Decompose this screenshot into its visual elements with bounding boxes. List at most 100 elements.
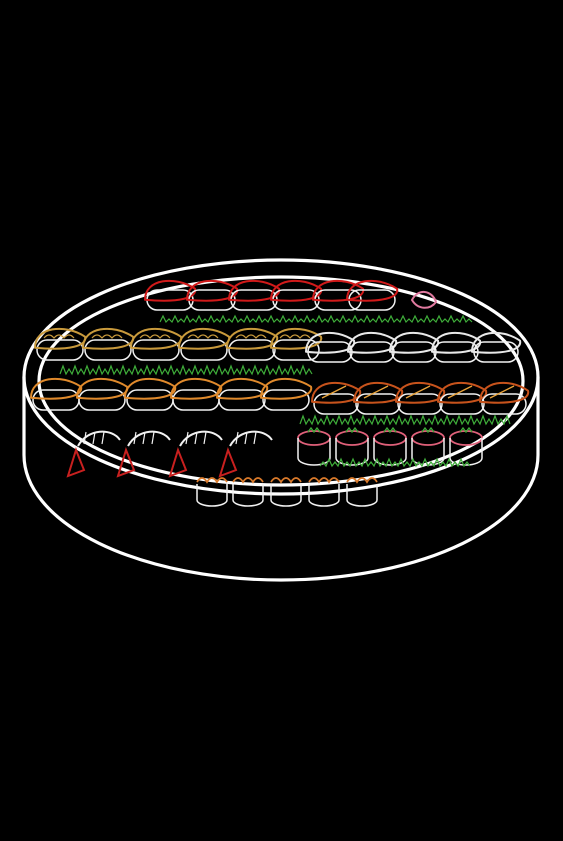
cress-garnish	[345, 426, 359, 434]
shrimp-nigiri	[116, 430, 171, 478]
nori-wrap	[373, 438, 407, 466]
shrimp-segment	[92, 431, 96, 445]
sushi-tray	[22, 258, 540, 582]
eel-topping	[479, 381, 530, 404]
uni-topping	[270, 477, 302, 484]
egg-topping	[226, 327, 279, 350]
tuna-topping	[312, 279, 365, 302]
rice-outline	[78, 389, 126, 411]
salmon-topping	[76, 377, 129, 400]
herb-divider-line	[59, 364, 313, 376]
eel-glaze	[489, 385, 515, 399]
herb-divider-left	[59, 364, 313, 376]
egg-texture	[43, 334, 75, 339]
nori-wrap	[232, 484, 264, 507]
egg-nigiri	[34, 327, 87, 361]
uni-gunkan	[308, 477, 340, 507]
white-fish-nigiri	[471, 331, 522, 363]
egg-nigiri	[82, 327, 135, 361]
shrimp-tail	[218, 446, 238, 478]
rice-outline	[218, 389, 266, 411]
shrimp-segment	[133, 431, 137, 445]
eel-nigiri	[353, 381, 404, 415]
rice-outline	[180, 339, 228, 361]
cress-garnish	[421, 426, 435, 434]
cress-garnish	[459, 426, 473, 434]
white-fish-topping	[389, 331, 440, 354]
sushi-pieces	[30, 279, 530, 507]
egg-topping	[82, 327, 135, 350]
herb-divider-line	[319, 457, 471, 468]
shrimp-tail	[66, 446, 86, 478]
tuna-nigiri	[346, 279, 399, 311]
uni-gunkan	[346, 477, 378, 507]
roe-gunkan	[335, 426, 369, 466]
ginger-garnish	[410, 291, 438, 309]
shrimp-segment	[253, 431, 257, 445]
egg-topping	[130, 327, 183, 350]
rice-outline	[84, 339, 132, 361]
shrimp-nigiri	[218, 430, 273, 478]
uni-topping	[308, 477, 340, 484]
herb-divider-front	[319, 457, 471, 468]
nori-wrap	[308, 484, 340, 507]
uni-topping	[196, 477, 228, 484]
tuna-topping	[144, 279, 197, 302]
rice-outline	[439, 393, 485, 415]
shrimp-tail	[168, 446, 188, 478]
tuna-topping	[228, 279, 281, 302]
rice-outline	[397, 393, 443, 415]
nori-wrap	[346, 484, 378, 507]
shrimp-body	[229, 430, 273, 447]
nori-wrap	[196, 484, 228, 507]
shrimp-segment	[151, 431, 155, 445]
eel-topping	[395, 381, 446, 404]
herb-divider-line	[159, 314, 473, 324]
roe-gunkan	[449, 426, 483, 466]
herb-divider-back	[159, 314, 473, 324]
eel-nigiri	[395, 381, 446, 415]
egg-topping	[34, 327, 87, 350]
tuna-topping	[346, 279, 399, 302]
uni-topping	[346, 477, 378, 484]
rice-outline	[132, 339, 180, 361]
eel-glaze	[405, 385, 431, 399]
eel-nigiri	[479, 381, 530, 415]
eel-glaze	[321, 385, 347, 399]
white-fish-topping	[347, 331, 398, 354]
tray-side-wall	[22, 375, 540, 582]
uni-topping	[232, 477, 264, 484]
eel-topping	[311, 381, 362, 404]
ginger-outline	[410, 291, 438, 309]
rice-outline	[36, 339, 84, 361]
rice-outline	[272, 339, 320, 361]
shrimp-segment	[194, 431, 198, 445]
shrimp-body	[127, 430, 171, 447]
salmon-nigiri	[216, 377, 269, 411]
egg-texture	[139, 334, 171, 339]
nori-wrap	[270, 484, 302, 507]
nori-wrap	[335, 438, 369, 466]
egg-texture	[187, 334, 219, 339]
cress-garnish	[383, 426, 397, 434]
egg-texture	[235, 334, 267, 339]
egg-texture	[91, 334, 123, 339]
white-fish-topping	[305, 331, 356, 354]
egg-texture	[279, 334, 311, 339]
white-fish-topping	[431, 331, 482, 354]
roe-gunkan	[373, 426, 407, 466]
eel-nigiri	[437, 381, 488, 415]
shrimp-segment	[101, 431, 105, 445]
eel-topping	[437, 381, 488, 404]
tuna-topping	[186, 279, 239, 302]
egg-topping	[270, 327, 323, 350]
salmon-nigiri	[260, 377, 313, 411]
shrimp-segment	[203, 431, 207, 445]
eel-nigiri	[311, 381, 362, 415]
egg-nigiri	[270, 327, 323, 361]
shrimp-segment	[142, 431, 146, 445]
uni-gunkan	[270, 477, 302, 507]
nori-wrap	[449, 438, 483, 466]
